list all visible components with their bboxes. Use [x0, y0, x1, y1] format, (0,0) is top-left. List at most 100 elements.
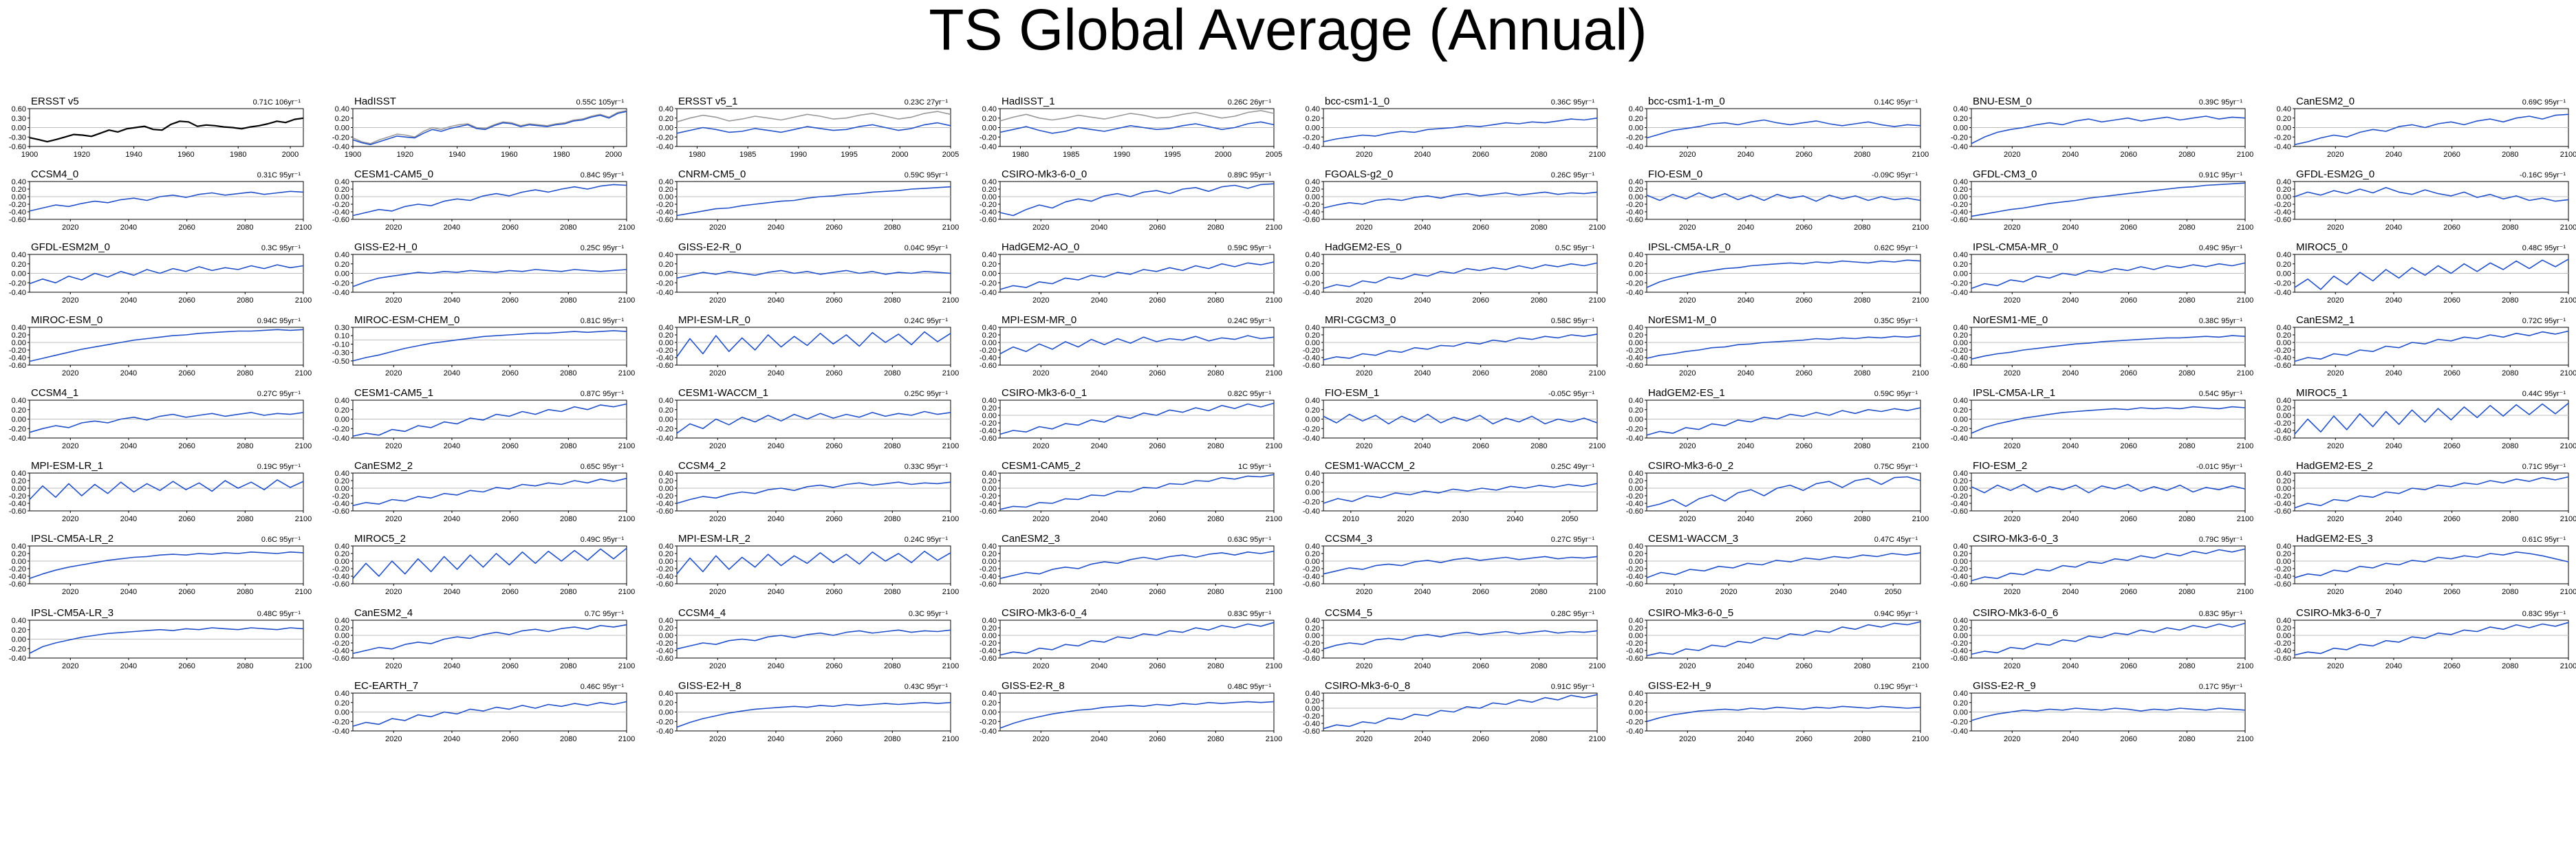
series-line-0 [1971, 622, 2246, 655]
y-tick-label: -0.20 [979, 201, 997, 209]
x-tick-label: 1900 [21, 151, 38, 159]
y-tick-label: 0.20 [982, 404, 997, 413]
series-line-0 [1323, 191, 1598, 209]
chart-panel-45: CSIRO-Mk3-6-0_2 0.75C 95yr⁻¹0.400.200.00-… [1626, 460, 1929, 523]
panel-title: CCSM4_3 [1325, 533, 1372, 545]
x-tick-label: 2060 [825, 369, 842, 377]
chart-panel-23: MIROC5_0 0.48C 95yr⁻¹ 0.40 0.200.00-0.20 -0.… [2274, 241, 2576, 305]
chart-panel-60: CCSM4_5 0.28C 95yr⁻¹ 0.400.200.00-0.20-0.4… [1303, 607, 1605, 670]
chart-panel-31: CanESM2_1 0.72C 95yr⁻¹0.400.200.00-0.20-0… [2274, 314, 2576, 377]
panel-trend-label: 0.3C 95yr⁻¹ [909, 610, 948, 618]
x-tick-label: 2040 [1414, 735, 1431, 743]
x-tick-label: 2020 [2004, 296, 2020, 305]
panel-title: CCSM4_4 [678, 607, 726, 619]
y-tick-label: 0.00 [2277, 193, 2291, 201]
chart-panel-62: CSIRO-Mk3-6-0_6 0.83C 95yr⁻¹0.400.200.00-… [1951, 607, 2253, 670]
x-tick-label: 2040 [768, 588, 784, 596]
series-line-0 [676, 186, 951, 217]
y-tick-label: 0.20 [1629, 115, 1643, 123]
y-tick-label: -0.20 [979, 639, 997, 648]
panel-trend-label: 0.59C 95yr⁻¹ [905, 171, 949, 179]
x-tick-label: 2050 [1885, 588, 1901, 596]
chart-panel-49: MIROC5_2 0.49C 95yr⁻¹0.400.200.00-0.20-0.… [332, 533, 635, 596]
y-tick-label: 0.20 [335, 477, 349, 485]
x-tick-label: 2080 [2178, 515, 2195, 523]
y-tick-label: 0.20 [982, 261, 997, 269]
x-tick-label: 2060 [2120, 296, 2136, 305]
y-tick-label: 0.40 [2277, 617, 2291, 625]
y-tick-label: -0.20 [9, 425, 26, 433]
series-line-0 [352, 477, 627, 507]
series-line-0 [29, 479, 304, 501]
panel-trend-label: 0.35C 95yr⁻¹ [1874, 317, 1918, 325]
x-tick-label: 2080 [884, 515, 900, 523]
panel-trend-label: -0.01C 95yr⁻¹ [2196, 463, 2242, 471]
panel-trend-label: 0.55C 105yr⁻¹ [576, 98, 625, 107]
y-tick-label: 0.30 [335, 324, 349, 332]
series-line-0 [999, 550, 1275, 580]
x-tick-label: 2040 [2385, 662, 2402, 670]
series-line-0 [352, 269, 627, 287]
panel-title: MIROC-ESM-CHEM_0 [354, 314, 459, 326]
panel-trend-label: 0.17C 95yr⁻¹ [2199, 683, 2243, 691]
chart-panel-56: IPSL-CM5A-LR_3 0.48C 95yr⁻¹0.400.200.00-0… [9, 607, 312, 670]
x-tick-label: 2080 [560, 588, 576, 596]
y-tick-label: -0.40 [9, 655, 26, 663]
chart-panel-32: CCSM4_1 0.27C 95yr⁻¹ 0.400.200.00-0.20 -0.4… [9, 387, 312, 450]
y-tick-label: -0.20 [656, 133, 673, 142]
y-tick-label: 0.40 [659, 543, 673, 551]
chart-panel-55: HadGEM2-ES_3 0.61C 95yr⁻¹ 0.400.200.00-0.2… [2274, 533, 2576, 596]
y-tick-label: -0.40 [9, 500, 26, 508]
plot-frame [676, 545, 951, 584]
series-line-0 [29, 117, 304, 143]
y-tick-label: 0.40 [1306, 543, 1320, 551]
y-tick-label: -0.20 [1951, 639, 1968, 648]
y-tick-label: -0.40 [1951, 435, 1968, 443]
y-tick-label: -0.40 [332, 143, 349, 151]
y-tick-label: 0.40 [982, 178, 997, 186]
x-tick-label: 2100 [618, 515, 635, 523]
y-tick-label: -0.60 [656, 216, 673, 224]
panel-title: CanESM2_1 [2296, 314, 2355, 326]
y-tick-label: 0.20 [982, 699, 997, 708]
x-tick-label: 2060 [178, 442, 195, 450]
x-tick-label: 2020 [385, 296, 402, 305]
panel-title: CESM1-WACCM_3 [1648, 533, 1738, 545]
series-line-0 [29, 412, 304, 433]
x-tick-label: 2100 [942, 442, 959, 450]
y-tick-label: -0.40 [979, 289, 997, 297]
panel-trend-label: 0.59C 95yr⁻¹ [1228, 244, 1272, 252]
chart-panel-4: bcc-csm1-1_0 0.36C 95yr⁻¹ 0.40 0.200.00-0.2… [1303, 96, 1605, 159]
x-tick-label: 2080 [1530, 296, 1547, 305]
y-tick-label: 0.40 [335, 178, 349, 186]
y-tick-label: -0.60 [1951, 655, 1968, 663]
y-tick-label: 0.40 [659, 617, 673, 625]
chart-panel-30: NorESM1-ME_0 0.38C 95yr⁻¹ 0.400.200.00-0.2… [1951, 314, 2253, 377]
series-line-0 [999, 109, 1275, 122]
y-tick-label: -0.20 [1626, 279, 1643, 287]
y-tick-label: -0.60 [979, 580, 997, 589]
x-tick-label: 2100 [295, 442, 312, 450]
x-tick-label: 2060 [2120, 588, 2136, 596]
y-tick-label: -0.60 [1303, 362, 1320, 370]
y-tick-label: 0.40 [1629, 105, 1643, 113]
chart-panel-43: CESM1-CAM5_2 1C 95yr⁻¹0.400.200.00-0.20-0… [979, 460, 1282, 523]
x-tick-label: 2020 [1356, 662, 1372, 670]
x-tick-label: 2020 [2004, 442, 2020, 450]
y-tick-label: -0.20 [1303, 347, 1320, 355]
x-tick-label: 2020 [385, 662, 402, 670]
series-line-0 [1646, 476, 1921, 508]
y-tick-label: -0.40 [1626, 143, 1643, 151]
x-tick-label: 2060 [178, 296, 195, 305]
y-tick-label: -0.40 [979, 573, 997, 581]
panel-trend-label: 0.04C 95yr⁻¹ [905, 244, 949, 252]
x-tick-label: 2040 [120, 442, 137, 450]
panel-title: IPSL-CM5A-LR_3 [31, 607, 113, 619]
y-tick-label: -0.60 [9, 362, 26, 370]
x-tick-label: 2040 [1506, 515, 1523, 523]
x-tick-label: 2080 [1530, 662, 1547, 670]
panel-title: MIROC5_2 [354, 533, 406, 545]
y-tick-label: -0.40 [9, 208, 26, 217]
plot-frame [1323, 181, 1598, 220]
x-tick-label: 2020 [2004, 588, 2020, 596]
